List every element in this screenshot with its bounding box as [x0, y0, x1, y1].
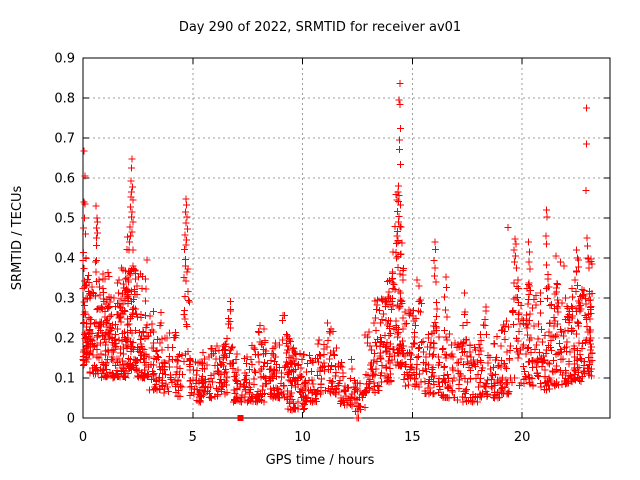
y-tick-label: 0.7	[54, 132, 75, 147]
y-axis-label: SRMTID / TECUs	[10, 186, 25, 291]
scatter-points	[79, 80, 596, 422]
y-tick-label: 0.6	[54, 172, 75, 187]
x-tick-label: 5	[189, 430, 197, 445]
x-tick-labels: 0 5 10 15 20	[79, 430, 531, 445]
y-tick-label: 0.8	[54, 92, 75, 107]
y-tick-labels: 0 0.1 0.2 0.3 0.4 0.5 0.6 0.7 0.8 0.9	[54, 52, 75, 427]
x-tick-label: 0	[79, 430, 87, 445]
y-tick-label: 0.3	[54, 292, 75, 307]
chart-title: Day 290 of 2022, SRMTID for receiver av0…	[179, 20, 461, 35]
square-marker	[237, 415, 244, 421]
y-tick-label: 0.9	[54, 52, 75, 67]
y-tick-label: 0	[67, 412, 75, 427]
x-tick-label: 15	[404, 430, 421, 445]
y-tick-label: 0.5	[54, 212, 75, 227]
y-tick-label: 0.4	[54, 252, 75, 267]
y-tick-label: 0.2	[54, 332, 75, 347]
y-tick-label: 0.1	[54, 372, 75, 387]
x-tick-label: 20	[514, 430, 531, 445]
x-tick-label: 10	[294, 430, 311, 445]
plot-border	[82, 57, 611, 419]
x-axis-label: GPS time / hours	[266, 453, 375, 468]
